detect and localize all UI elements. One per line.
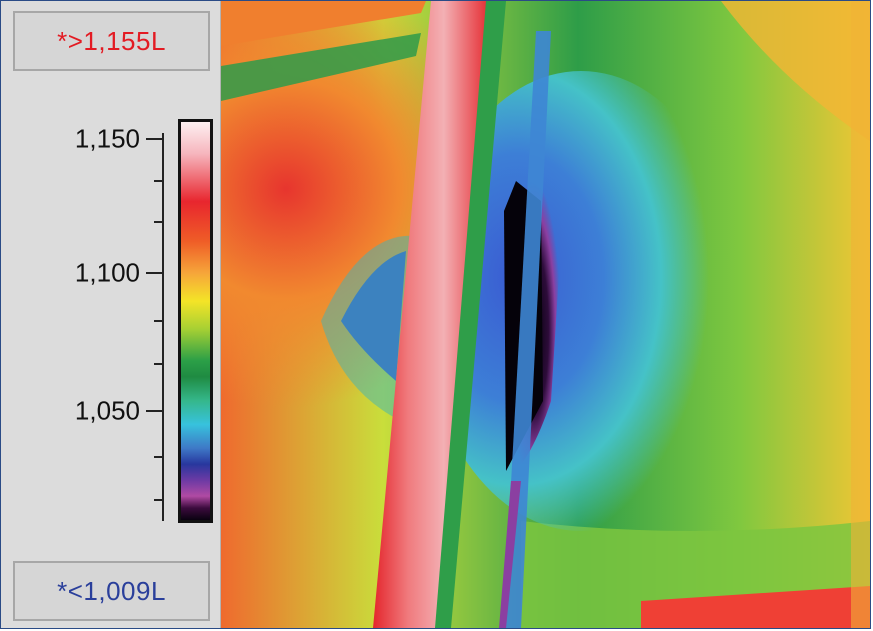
tick-minor: [154, 499, 163, 501]
tick-minor: [154, 320, 163, 322]
tick-minor: [154, 363, 163, 365]
red-bottom-edge: [641, 586, 870, 628]
tick-label-1150: 1,150: [74, 123, 140, 154]
cold-halo: [421, 71, 741, 531]
tick-minor: [154, 180, 163, 182]
thermal-image-icon: [221, 1, 870, 628]
cold-strip: [503, 31, 551, 628]
min-temperature-label[interactable]: *<1,009L: [13, 561, 210, 621]
right-edge: [851, 1, 870, 628]
cold-strip-bottom: [499, 481, 521, 628]
max-temperature-label[interactable]: *>1,155L: [13, 11, 210, 71]
temperature-scale-panel: *>1,155L 1,150 1,100 1,050 *<1,009L: [1, 1, 221, 628]
stud-edge: [435, 1, 506, 628]
tick-minor: [154, 221, 163, 223]
tick-label-1100: 1,100: [74, 257, 140, 288]
tick-label-1050: 1,050: [74, 395, 140, 426]
scale-axis: [162, 133, 164, 521]
thermal-image[interactable]: [221, 1, 870, 628]
hot-stud: [373, 1, 491, 628]
green-diagonal-band: [221, 33, 421, 101]
color-scale-bar: [178, 119, 213, 523]
warm-region-top-right: [721, 1, 870, 141]
tick-major-1150: [146, 138, 163, 140]
tick-minor: [154, 456, 163, 458]
tick-major-1050: [146, 410, 163, 412]
cool-halo-left: [321, 235, 416, 421]
temperature-scale: 1,150 1,100 1,050: [1, 1, 220, 628]
tick-major-1100: [146, 272, 163, 274]
top-edge-band: [221, 1, 426, 46]
